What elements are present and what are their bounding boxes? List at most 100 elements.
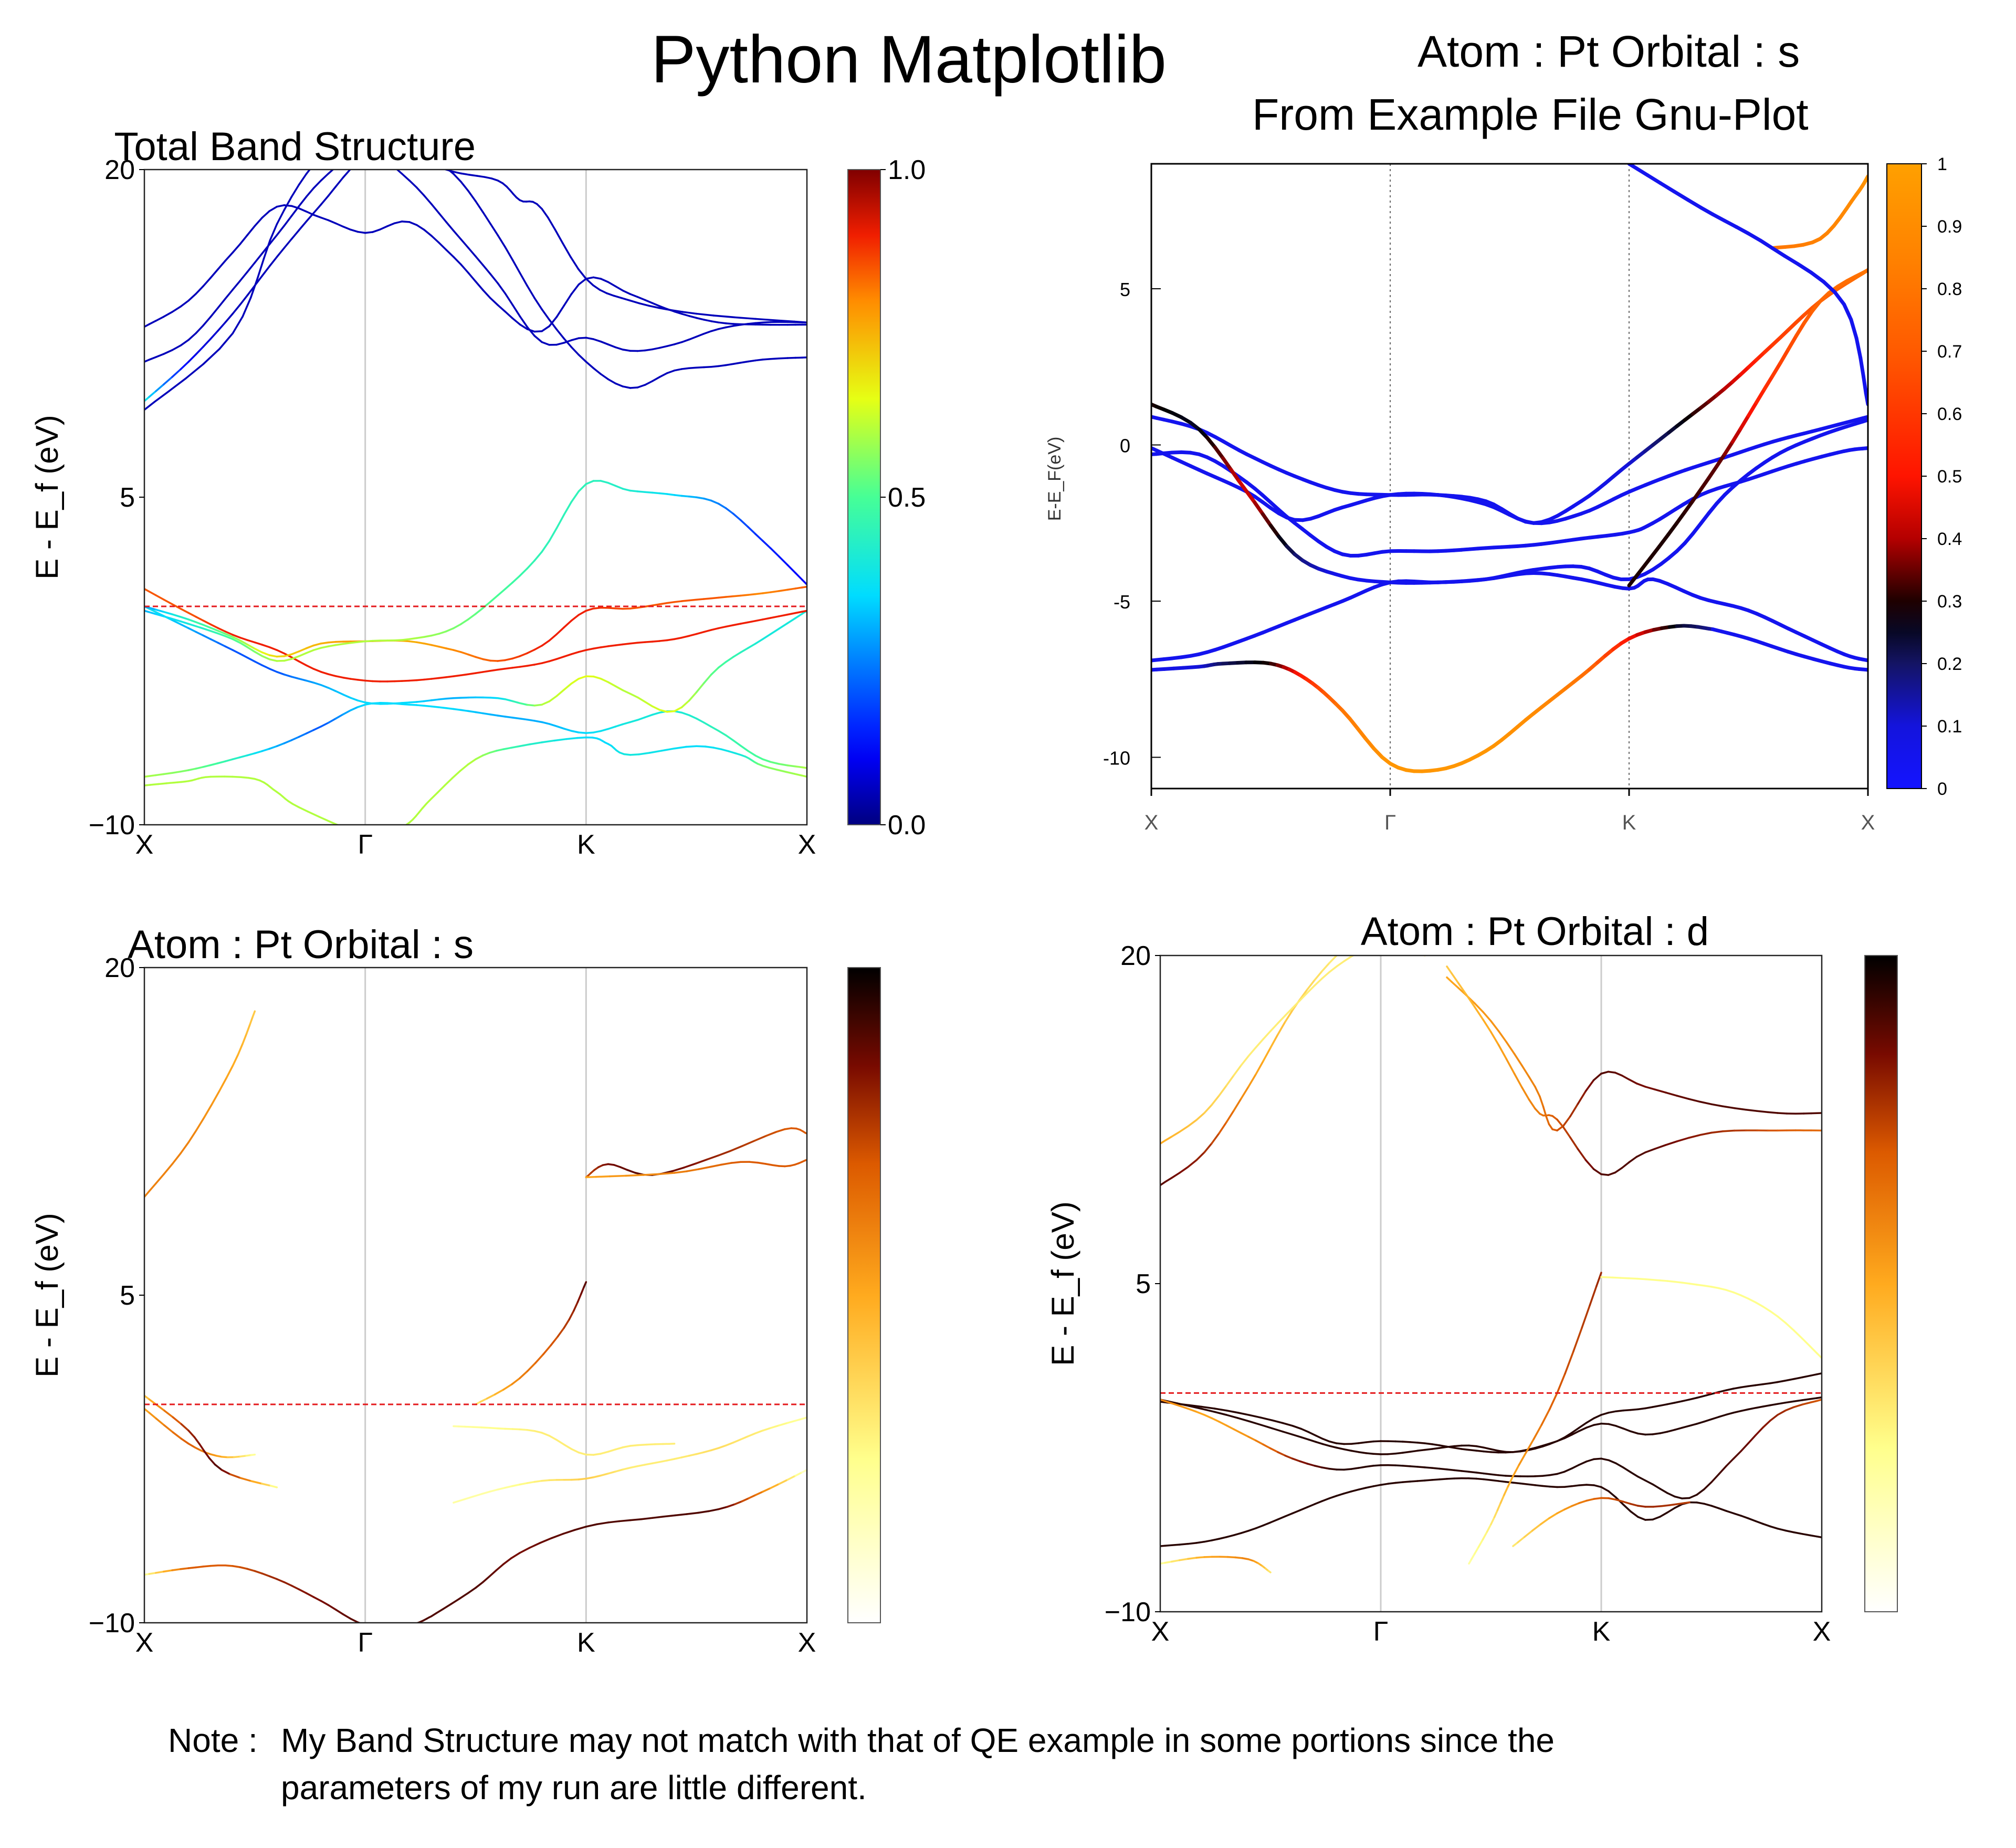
band-segment <box>1733 1107 1747 1111</box>
y-tick-label: 5 <box>120 1280 135 1311</box>
band-segment <box>651 491 661 495</box>
band-segment <box>1188 1404 1203 1408</box>
band-segment <box>740 360 749 364</box>
band-segment <box>232 1054 239 1067</box>
band-segment <box>232 649 242 655</box>
band-segment <box>220 1469 232 1475</box>
band-segment <box>732 651 742 658</box>
band-segment <box>511 666 521 669</box>
band-segment <box>232 634 242 639</box>
band-segment <box>1269 1033 1279 1049</box>
band-segment <box>548 658 558 663</box>
band-segment <box>1490 1448 1499 1452</box>
band-segment <box>445 707 455 710</box>
band-segment <box>578 1451 587 1456</box>
band-segment <box>1269 1022 1279 1032</box>
band-segment <box>1563 1432 1573 1438</box>
band-segment <box>673 1170 688 1174</box>
y-axis-label: E - E_f (eV) <box>29 415 65 579</box>
band-segment <box>298 660 308 667</box>
x-tick-label: K <box>577 830 595 860</box>
band-segment <box>585 731 595 734</box>
band-segment <box>706 1154 720 1161</box>
band-segment <box>1431 1447 1441 1450</box>
band-segment <box>480 1490 491 1495</box>
band-segment <box>224 289 234 300</box>
band-segment <box>445 221 455 232</box>
band-segment <box>1255 1440 1264 1446</box>
band-segment <box>1416 1448 1426 1452</box>
band-segment <box>202 627 212 632</box>
band-segment <box>1277 534 1289 548</box>
band-segment <box>1784 1378 1795 1382</box>
band-segment <box>261 664 271 670</box>
band-segment <box>592 338 602 343</box>
band-segment <box>1248 1414 1262 1419</box>
band-9 <box>144 170 807 411</box>
band-segment <box>1696 1502 1705 1505</box>
band-segment <box>401 679 411 682</box>
band-segment <box>467 613 477 621</box>
band-segment <box>786 612 796 616</box>
y-axis-label: E-E_F(eV) <box>1045 437 1065 521</box>
band-segment <box>510 1552 521 1559</box>
band-segment <box>1451 981 1460 989</box>
band-segment <box>533 1479 543 1483</box>
band-segment <box>1769 1414 1779 1422</box>
band-segment <box>438 676 447 679</box>
band-segment <box>762 764 771 769</box>
band-segment <box>1637 1475 1646 1482</box>
band-segment <box>1453 1469 1463 1472</box>
band-segment <box>1343 956 1352 962</box>
band-segment <box>1696 1421 1705 1425</box>
band-segment <box>246 261 256 273</box>
band-segment <box>320 172 330 182</box>
colorbar-tick-label: 0.5 <box>888 482 926 513</box>
band-segment <box>1674 1280 1683 1284</box>
band-segment <box>453 674 462 677</box>
band-segment <box>717 661 727 669</box>
band-segment <box>180 339 190 346</box>
band-segment <box>1747 232 1762 243</box>
band-segment <box>364 231 374 234</box>
band-segment <box>504 1485 513 1489</box>
band-segment <box>548 723 558 728</box>
band-segment <box>1809 1346 1818 1354</box>
band-segment <box>526 326 536 337</box>
band-segment <box>710 328 720 332</box>
band-segment <box>778 555 789 566</box>
band-segment <box>574 1526 587 1531</box>
band-segment <box>217 629 226 635</box>
band-segment <box>1262 1443 1272 1450</box>
band-segment <box>1299 1460 1308 1465</box>
band-segment <box>1718 1287 1727 1291</box>
y-tick-label: -10 <box>1103 748 1130 769</box>
band-segment <box>1572 1327 1583 1352</box>
band-segment <box>242 297 252 318</box>
band-segment <box>1614 1072 1623 1077</box>
band-segment <box>460 651 469 656</box>
band-segment <box>1659 1403 1668 1407</box>
band-segment <box>801 774 807 778</box>
band-segment <box>1688 1283 1698 1286</box>
band-segment <box>708 1508 720 1513</box>
band-segment <box>613 1164 622 1168</box>
band-segment <box>786 564 796 574</box>
band-segment <box>237 1043 244 1056</box>
band-segment <box>305 644 315 649</box>
band-segment <box>629 692 639 699</box>
band-segment <box>349 228 359 233</box>
band-segment <box>298 207 308 213</box>
band-segment <box>408 180 418 189</box>
band-segment <box>629 719 639 723</box>
band-segment <box>717 730 727 737</box>
band-segment <box>1586 1417 1595 1424</box>
band-segment <box>401 173 411 182</box>
band-segment <box>155 773 165 776</box>
band-segment <box>155 316 165 322</box>
band-segment <box>283 653 293 657</box>
band-segment <box>1179 1166 1189 1174</box>
band-segment <box>1424 1466 1433 1469</box>
colorbar <box>847 967 881 1623</box>
band-segment <box>232 636 242 642</box>
